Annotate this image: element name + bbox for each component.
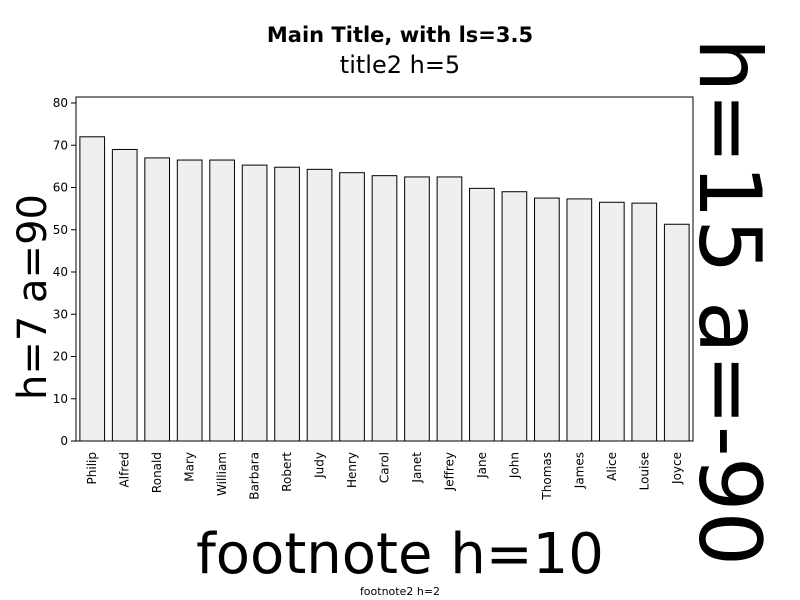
x-tick-label: Philip [85,452,99,484]
bar-carol [371,175,398,442]
y-tick-label: 10 [53,392,68,406]
x-tick-label: Carol [378,452,392,483]
x-tick-label: Alfred [118,452,132,487]
bar-judy [306,168,333,442]
x-tick-label: Jane [475,452,489,479]
bar-philip [79,136,106,442]
x-tick-label: Alice [605,452,619,481]
x-tick-label: Judy [313,452,327,479]
bar-william [209,159,235,442]
x-tick-label: Louise [637,452,651,490]
bar-alice [598,201,625,442]
y-tick-label: 50 [53,223,68,237]
x-tick-label: Jeffrey [442,452,456,491]
x-tick-label: Joyce [670,452,684,485]
x-axis-labels: Philip Alfred Ronald Mary William Barbara Robe… [85,452,684,501]
bar-joyce [663,223,690,442]
bar-john [501,191,528,442]
y-tick-label: 0 [60,434,68,448]
x-tick-label: John [507,452,521,479]
bar-ronald [144,157,171,442]
bar-jane [469,187,495,442]
bar-robert [274,166,300,442]
bar-james [566,198,593,442]
y-tick-label: 70 [53,138,68,152]
y-axis: 0 10 20 30 40 50 60 70 80 [53,96,77,448]
x-tick-label: Ronald [150,452,164,493]
y-tick-label: 60 [53,181,68,195]
bar-henry [339,172,365,442]
bars-group [79,136,690,442]
x-tick-label: Barbara [248,452,262,500]
bar-alfred [111,148,138,442]
x-tick-label: Mary [183,452,197,482]
bar-louise [631,202,658,442]
x-tick-label: James [572,452,586,489]
y-tick-label: 30 [53,307,68,321]
footnote: footnote h=10 [196,522,604,587]
bar-mary [176,159,203,442]
bar-janet [404,176,430,442]
bar-barbara [241,164,268,442]
right-rotated-label: h=15 a=-90 [679,38,779,567]
x-tick-label: Janet [410,452,424,484]
chart-subtitle: title2 h=5 [340,51,460,79]
chart-title: Main Title, with ls=3.5 [267,23,533,47]
x-tick-label: Henry [345,452,359,488]
footnote2: footnote2 h=2 [360,585,440,598]
x-tick-label: Thomas [540,452,554,501]
bar-jeffrey [436,176,463,442]
x-tick-label: William [215,452,229,496]
y-tick-label: 80 [53,96,68,110]
y-axis-label: h=7 a=90 [10,194,56,400]
y-tick-label: 40 [53,265,68,279]
y-tick-label: 20 [53,350,68,364]
x-tick-label: Robert [280,452,294,492]
bar-thomas [534,197,560,442]
